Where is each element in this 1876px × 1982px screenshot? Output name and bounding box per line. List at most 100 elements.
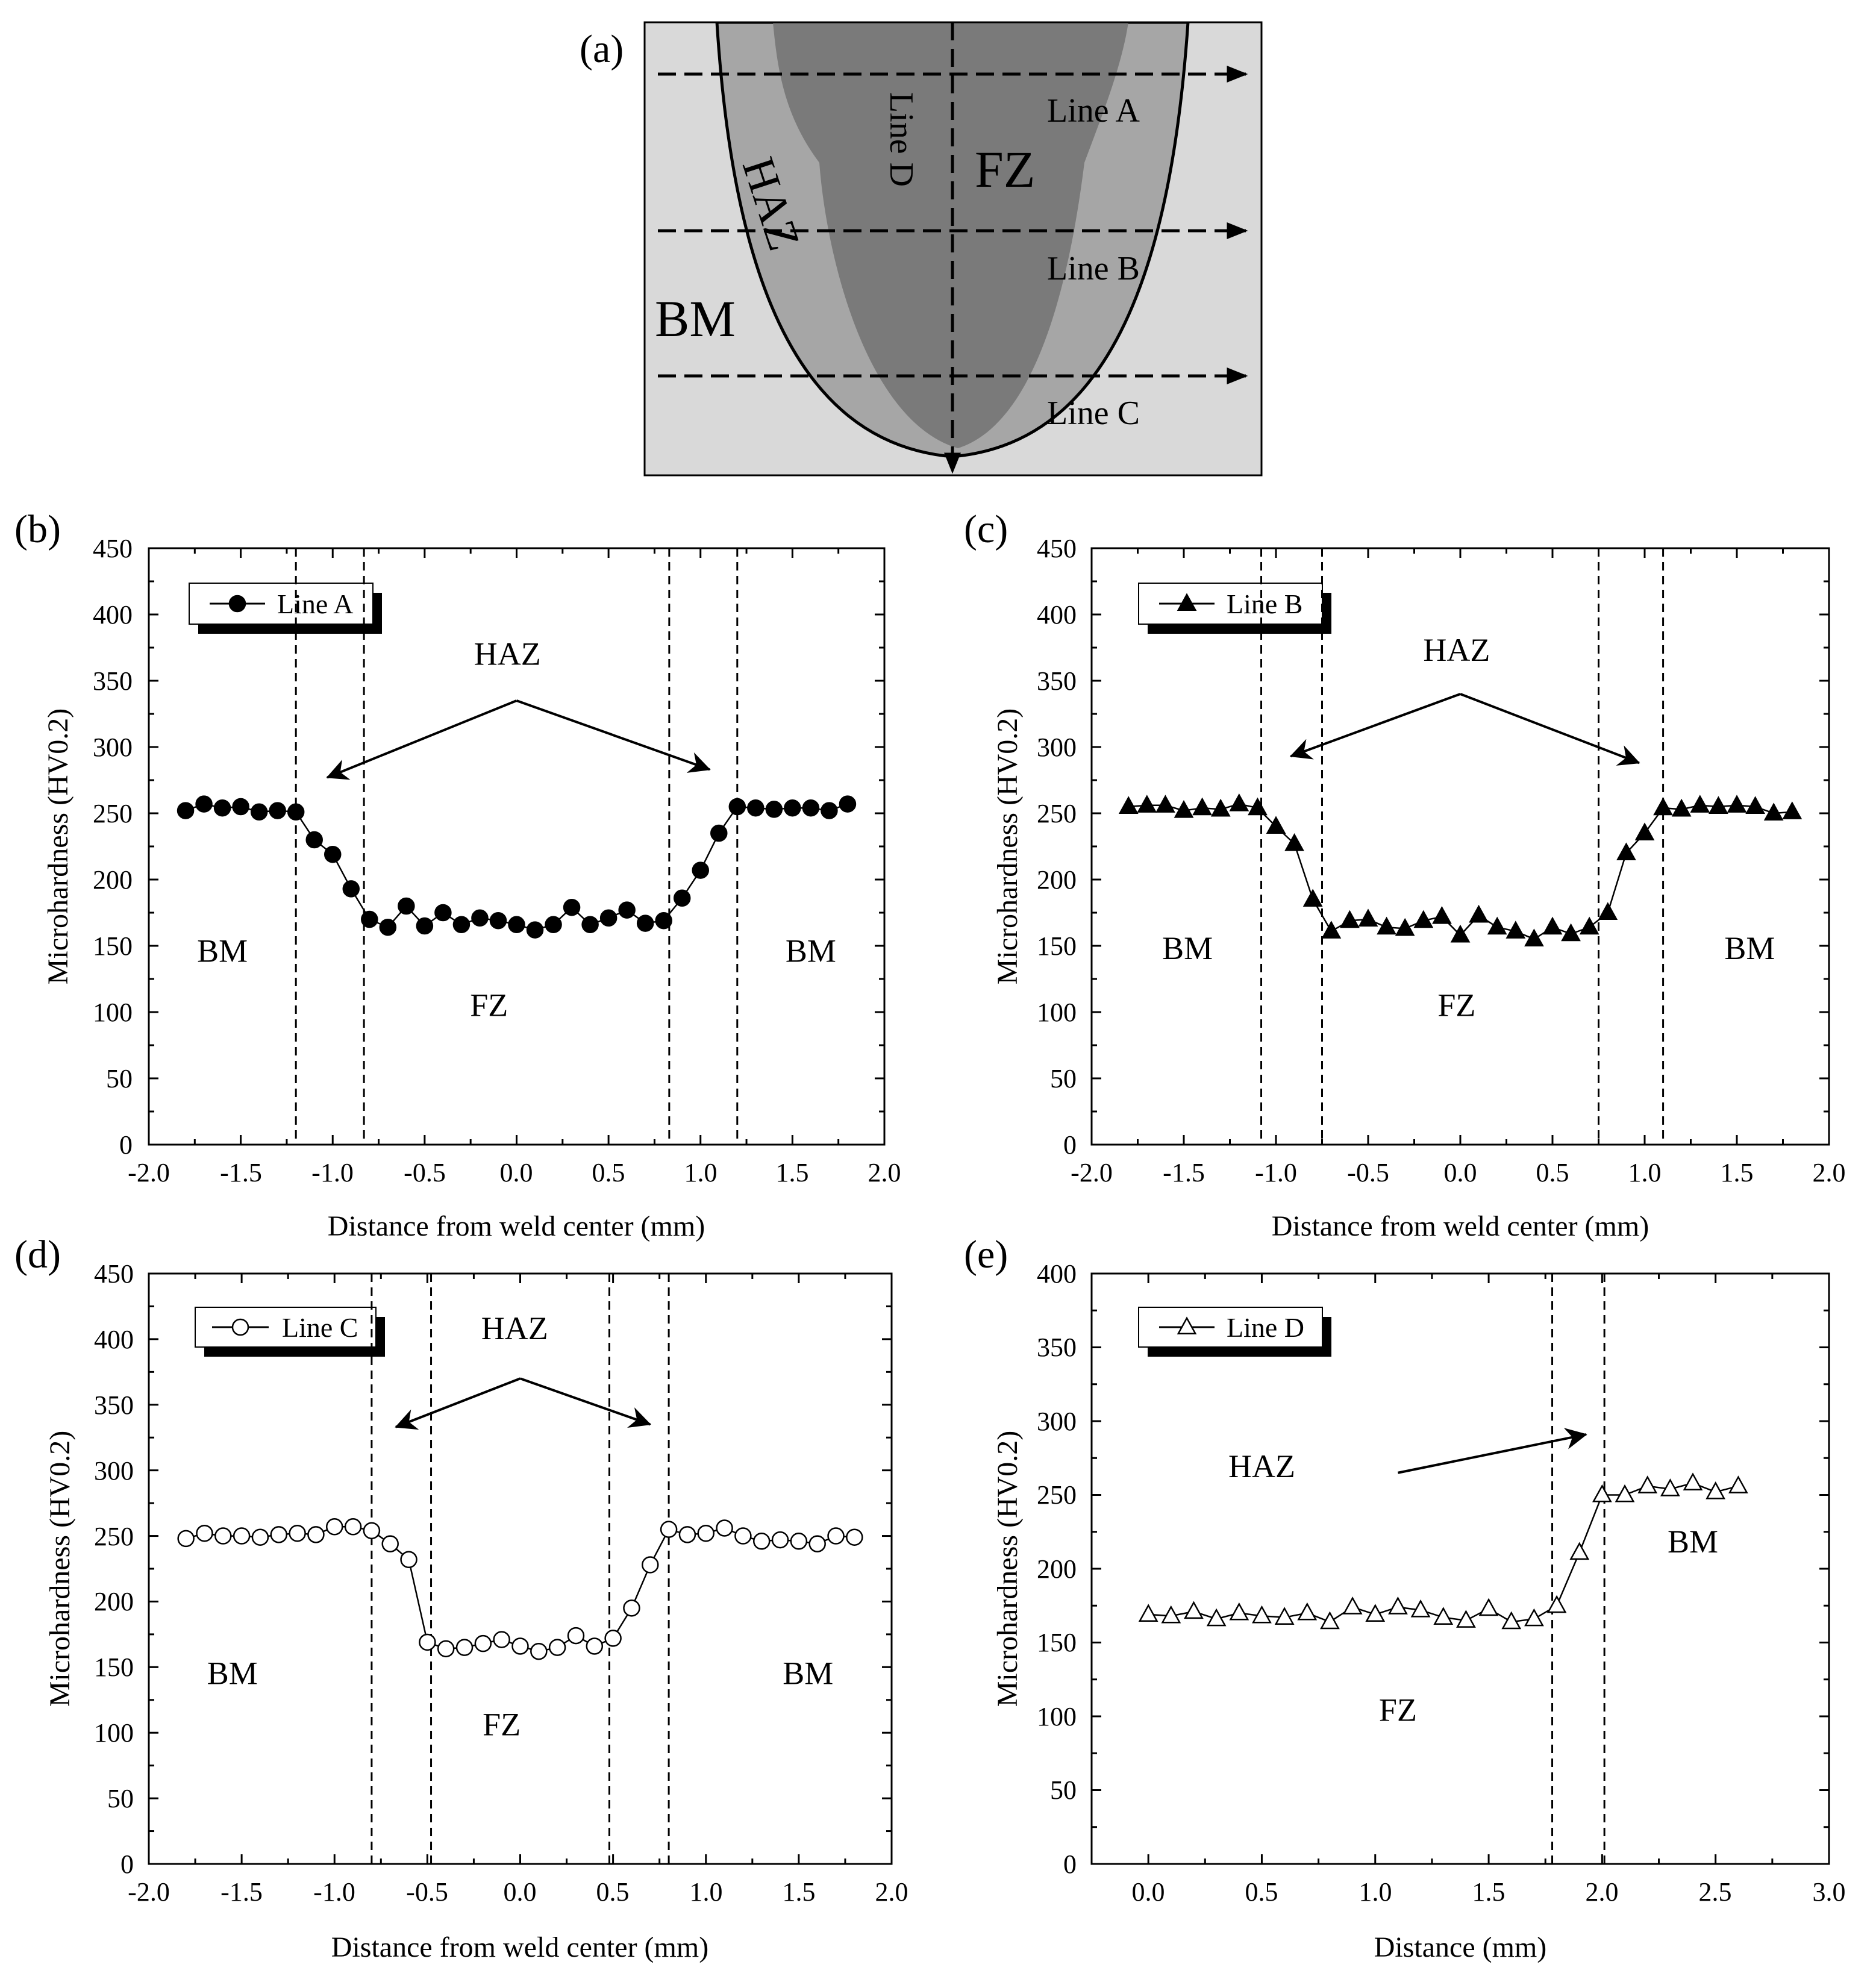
x-tick-label: 0.5 bbox=[596, 1877, 630, 1907]
legend-label: Line A bbox=[277, 589, 353, 619]
data-point bbox=[716, 1519, 733, 1537]
svg-text:1.5: 1.5 bbox=[783, 1877, 816, 1907]
svg-text:0: 0 bbox=[1063, 1849, 1077, 1879]
svg-text:450: 450 bbox=[94, 1259, 134, 1289]
y-tick-label: 400 bbox=[93, 600, 133, 630]
y-tick-label: 250 bbox=[94, 1522, 134, 1551]
annotation-label: FZ bbox=[1437, 987, 1475, 1024]
data-point bbox=[1592, 1484, 1612, 1502]
y-tick-label: 400 bbox=[94, 1325, 134, 1354]
data-point bbox=[270, 1526, 288, 1543]
data-point bbox=[802, 799, 820, 817]
svg-text:300: 300 bbox=[94, 1456, 134, 1486]
x-tick-label: 1.5 bbox=[1721, 1158, 1754, 1187]
legend-label: Line C bbox=[282, 1312, 358, 1343]
svg-text:50: 50 bbox=[1050, 1064, 1077, 1093]
legend-label: Line D bbox=[1227, 1312, 1304, 1343]
svg-text:300: 300 bbox=[93, 733, 133, 762]
x-axis-title: Distance (mm) bbox=[1374, 1931, 1547, 1963]
data-point bbox=[1321, 921, 1342, 939]
chart-b: (b) -2.0 -1.5 -1.0 -0.5 0.0 0.5 1.0 1.5 … bbox=[14, 507, 901, 1242]
svg-text:150: 150 bbox=[1037, 931, 1077, 961]
data-point bbox=[326, 1518, 343, 1536]
svg-text:0.5: 0.5 bbox=[592, 1158, 625, 1187]
data-point bbox=[821, 802, 838, 819]
svg-text:150: 150 bbox=[93, 931, 133, 961]
data-point bbox=[1653, 797, 1673, 816]
data-point bbox=[305, 831, 323, 849]
fusion-zone-region bbox=[773, 22, 1128, 448]
svg-text:200: 200 bbox=[94, 1587, 134, 1616]
svg-text:0.5: 0.5 bbox=[1536, 1158, 1569, 1187]
data-point bbox=[1410, 1599, 1431, 1618]
annotation-label: HAZ bbox=[474, 636, 541, 672]
svg-text:0: 0 bbox=[120, 1849, 134, 1879]
x-tick-label: -0.5 bbox=[1347, 1158, 1389, 1187]
x-tick-label: 2.0 bbox=[875, 1877, 908, 1907]
svg-text:300: 300 bbox=[1037, 733, 1077, 762]
series-line bbox=[1128, 803, 1792, 940]
data-point bbox=[1206, 1608, 1227, 1627]
svg-text:400: 400 bbox=[1037, 1259, 1077, 1289]
data-point bbox=[839, 795, 857, 813]
svg-text:400: 400 bbox=[93, 600, 133, 630]
y-axis: 0 50 100 150 200 250 300 350 400 450 bbox=[1037, 534, 1077, 1160]
svg-text:-0.5: -0.5 bbox=[1347, 1158, 1389, 1187]
data-point bbox=[1579, 916, 1599, 935]
data-point bbox=[434, 904, 452, 922]
data-point bbox=[1637, 1475, 1658, 1493]
data-point bbox=[1524, 1608, 1544, 1627]
y-tick-label: 350 bbox=[1037, 1333, 1077, 1362]
x-tick-label: -1.0 bbox=[311, 1158, 354, 1187]
data-point bbox=[790, 1533, 808, 1550]
data-point bbox=[1365, 1604, 1386, 1622]
y-tick-label: 350 bbox=[94, 1390, 134, 1420]
svg-text:300: 300 bbox=[1037, 1407, 1077, 1436]
data-point bbox=[618, 901, 636, 919]
data-point bbox=[363, 1522, 381, 1540]
data-point bbox=[1274, 1607, 1295, 1625]
data-point bbox=[530, 1642, 548, 1660]
y-tick-label: 250 bbox=[1037, 1480, 1077, 1510]
legend: Line C bbox=[195, 1307, 385, 1357]
panel-label-b: (b) bbox=[14, 507, 61, 551]
svg-text:450: 450 bbox=[93, 534, 133, 563]
x-axis-title: Distance from weld center (mm) bbox=[328, 1210, 705, 1242]
x-tick-label: -2.0 bbox=[1071, 1158, 1113, 1187]
svg-text:0.5: 0.5 bbox=[1245, 1877, 1278, 1907]
data-point bbox=[1184, 1601, 1204, 1619]
data-point bbox=[233, 1527, 251, 1545]
svg-text:2.0: 2.0 bbox=[875, 1877, 908, 1907]
line-d-label: Line D bbox=[883, 92, 920, 187]
svg-text:100: 100 bbox=[94, 1718, 134, 1748]
svg-text:50: 50 bbox=[1050, 1775, 1077, 1805]
svg-text:200: 200 bbox=[1037, 1554, 1077, 1584]
data-point bbox=[381, 1535, 399, 1552]
svg-text:-1.5: -1.5 bbox=[220, 1158, 262, 1187]
svg-text:250: 250 bbox=[93, 799, 133, 828]
x-tick-label: 0.5 bbox=[1536, 1158, 1569, 1187]
chart-e-marks: HAZ BM FZ bbox=[1090, 1272, 1830, 1865]
x-tick-label: -1.5 bbox=[1163, 1158, 1205, 1187]
data-point bbox=[307, 1526, 325, 1543]
annotation-label: BM bbox=[786, 933, 836, 969]
x-tick-label: -1.5 bbox=[220, 1877, 263, 1907]
data-point bbox=[1616, 842, 1636, 861]
annotation-arrow bbox=[519, 1377, 651, 1428]
data-point bbox=[213, 799, 231, 817]
y-tick-label: 100 bbox=[94, 1718, 134, 1748]
data-point bbox=[344, 1518, 362, 1536]
data-point bbox=[177, 802, 195, 819]
svg-text:-0.5: -0.5 bbox=[404, 1158, 446, 1187]
data-point bbox=[1505, 921, 1526, 939]
data-point bbox=[1252, 1605, 1272, 1624]
x-axis: 0.0 0.5 1.0 1.5 2.0 2.5 3.0 bbox=[1132, 1877, 1846, 1907]
data-point bbox=[269, 802, 286, 819]
data-point bbox=[400, 1551, 417, 1569]
svg-text:1.0: 1.0 bbox=[1628, 1158, 1662, 1187]
data-point bbox=[1320, 1611, 1340, 1630]
line-b-label: Line B bbox=[1047, 250, 1140, 287]
svg-text:0.0: 0.0 bbox=[500, 1158, 533, 1187]
data-point bbox=[379, 918, 397, 936]
data-point bbox=[1302, 889, 1323, 907]
